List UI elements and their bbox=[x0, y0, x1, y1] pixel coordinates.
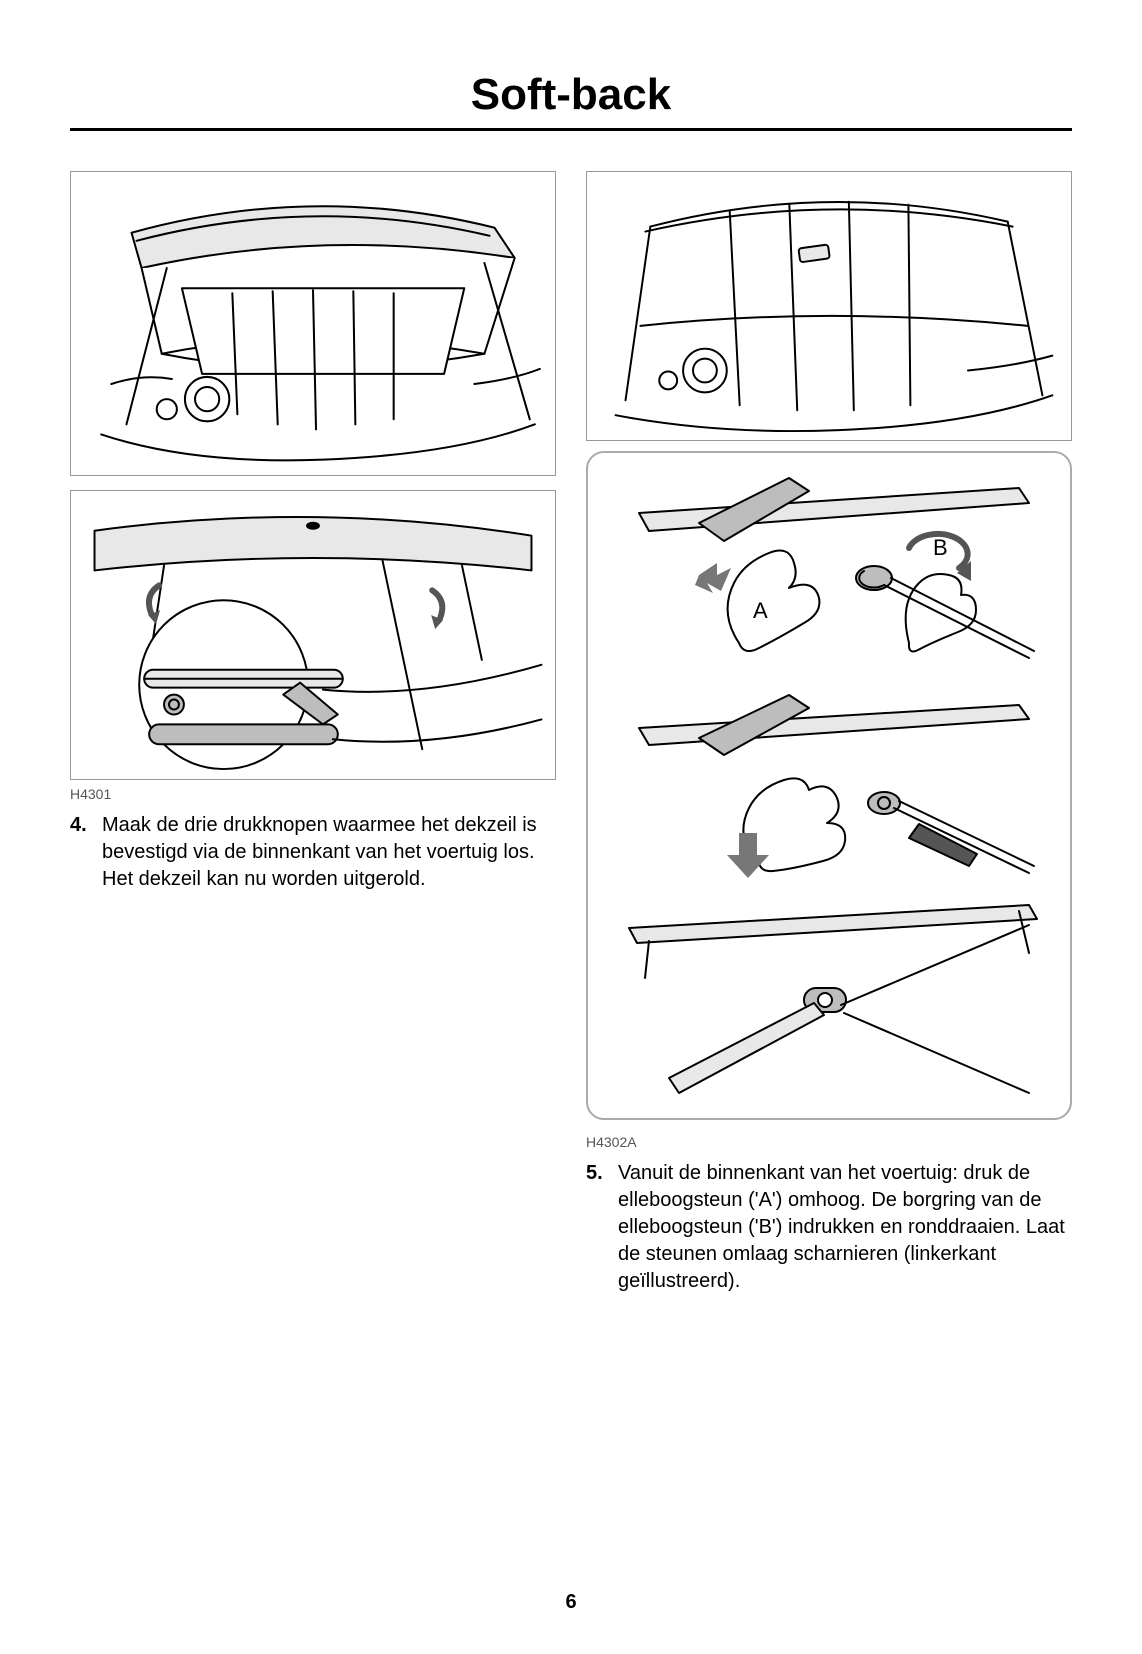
step-4-text: Maak de drie drukknopen waarmee het dekz… bbox=[102, 812, 556, 893]
page-title: Soft-back bbox=[70, 70, 1072, 120]
detail-label-a: A bbox=[753, 598, 768, 624]
figure-right-detail-b bbox=[598, 683, 1060, 893]
page-header: Soft-back bbox=[70, 70, 1072, 131]
step-4-number: 4. bbox=[70, 812, 92, 893]
left-column: H4301 4. Maak de drie drukknopen waarmee… bbox=[70, 171, 556, 1295]
page-number: 6 bbox=[0, 1591, 1142, 1614]
figure-code-right: H4302A bbox=[586, 1134, 1072, 1150]
step-5-text: Vanuit de binnenkant van het voertuig: d… bbox=[618, 1160, 1072, 1295]
figure-right-detail-frame: A B bbox=[586, 451, 1072, 1120]
figure-right-detail-c bbox=[598, 893, 1060, 1108]
figure-right-detail-a: A B bbox=[598, 463, 1060, 683]
figure-left-top bbox=[70, 171, 556, 476]
figure-right-top bbox=[586, 171, 1072, 441]
detail-label-b: B bbox=[933, 535, 948, 561]
step-4: 4. Maak de drie drukknopen waarmee het d… bbox=[70, 812, 556, 893]
step-5: 5. Vanuit de binnenkant van het voertuig… bbox=[586, 1160, 1072, 1295]
content-columns: H4301 4. Maak de drie drukknopen waarmee… bbox=[70, 171, 1072, 1295]
figure-left-bottom bbox=[70, 490, 556, 780]
right-column: A B bbox=[586, 171, 1072, 1295]
figure-code-left: H4301 bbox=[70, 786, 556, 802]
step-5-number: 5. bbox=[586, 1160, 608, 1295]
